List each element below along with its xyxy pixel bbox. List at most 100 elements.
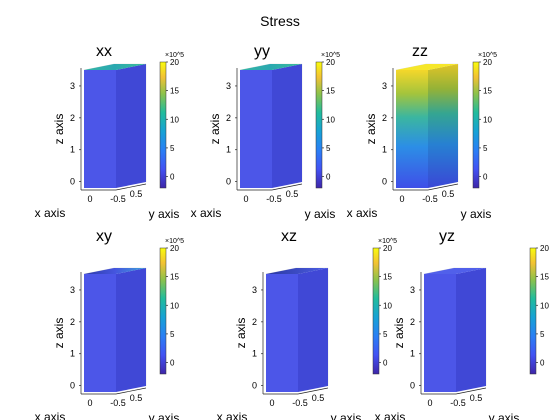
colorbar-tick-label: 0 [540, 359, 545, 368]
colorbar-tick-label: 15 [170, 273, 179, 282]
colorbar-tick-label: 20 [540, 244, 549, 253]
z-tick-label: 2 [252, 317, 257, 327]
y-tick-label: -0.5 [292, 398, 308, 408]
y-axis-line [427, 183, 459, 191]
y-tick-label: -0.5 [422, 194, 438, 204]
box-top-face [266, 268, 328, 274]
box-front-face [424, 274, 456, 392]
y-tick-label: 0.5 [312, 393, 325, 403]
z-tick-label: 3 [226, 81, 231, 91]
colorbar-tick-label: 10 [170, 301, 179, 310]
colorbar [372, 247, 380, 375]
box-top-face [84, 268, 146, 274]
z-tick-label: 2 [70, 317, 75, 327]
colorbar-tick-label: 15 [326, 87, 335, 96]
box-side-face [116, 64, 146, 188]
y-tick-label: -0.5 [450, 398, 466, 408]
z-axis-label: z axis [52, 318, 66, 349]
y-axis-label: y axis [331, 411, 362, 420]
colorbar [472, 61, 480, 189]
y-axis-label: y axis [149, 207, 180, 221]
box-side-face [116, 268, 146, 392]
colorbar-exponent: ×10^5 [478, 52, 497, 59]
colorbar-tick-label: 5 [326, 144, 331, 153]
colorbar [315, 61, 323, 189]
z-tick-label: 3 [382, 81, 387, 91]
colorbar-tick-label: 10 [326, 115, 335, 124]
y-tick-label: 0.5 [286, 189, 299, 199]
y-tick-label: -0.5 [110, 398, 126, 408]
z-tick-label: 2 [382, 113, 387, 123]
x-axis-label: x axis [35, 410, 66, 420]
subplot-title: zz [412, 43, 428, 60]
z-tick-label: 0 [252, 381, 257, 391]
subplot-yz: 0 1 2 3 z axis 0 -0.5 0.5 x axis y axis yz 0 5 10 15 20 [375, 228, 550, 420]
colorbar-tick-label: 0 [383, 359, 388, 368]
box-top-face [240, 64, 302, 70]
subplot-xx: 0 1 2 3 z axis 0 -0.5 0.5 x axis y axis xx 0 5 10 15 20… [35, 43, 185, 221]
z-tick-label: 3 [70, 81, 75, 91]
x-tick-label: 0 [399, 194, 404, 204]
box-top-face [396, 64, 458, 70]
y-tick-label: -0.5 [266, 194, 282, 204]
y-axis-line [115, 183, 147, 191]
colorbar-tick-label: 0 [326, 173, 331, 182]
z-tick-label: 0 [70, 177, 75, 187]
z-tick-label: 0 [410, 381, 415, 391]
y-axis-line [297, 387, 329, 395]
colorbar-tick-label: 10 [383, 301, 392, 310]
subplot-title: xz [281, 228, 297, 245]
box-front-face [396, 70, 428, 188]
x-tick-label: 0 [243, 194, 248, 204]
z-tick-label: 3 [252, 285, 257, 295]
box-side-face [272, 64, 302, 188]
colorbar-tick-label: 15 [383, 273, 392, 282]
box-front-face [84, 274, 116, 392]
subplot-title: yz [439, 228, 455, 245]
colorbar-tick-label: 20 [170, 244, 179, 253]
colorbar-tick-label: 0 [170, 173, 175, 182]
colorbar-tick-label: 20 [383, 244, 392, 253]
colorbar-exponent: ×10^5 [165, 238, 184, 245]
colorbar-tick-label: 20 [170, 58, 179, 67]
x-tick-label: 0 [87, 398, 92, 408]
subplot-title: yy [254, 43, 270, 60]
colorbar-tick-label: 5 [170, 330, 175, 339]
box-side-face [298, 268, 328, 392]
z-tick-label: 0 [226, 177, 231, 187]
box-top-face [424, 268, 486, 274]
z-tick-label: 2 [226, 113, 231, 123]
y-axis-label: y axis [149, 411, 180, 420]
colorbar-tick-label: 15 [483, 87, 492, 96]
colorbar [159, 61, 167, 189]
z-tick-label: 0 [70, 381, 75, 391]
y-tick-label: 0.5 [470, 393, 483, 403]
z-tick-label: 1 [410, 349, 415, 359]
colorbar-tick-label: 5 [383, 330, 388, 339]
box-side-face [456, 268, 486, 392]
subplot-xy: 0 1 2 3 z axis 0 -0.5 0.5 x axis y axis xy 0 5 10 15 20… [35, 228, 185, 420]
y-axis-label: y axis [305, 207, 336, 221]
colorbar-tick-label: 10 [483, 115, 492, 124]
z-tick-label: 0 [382, 177, 387, 187]
z-axis-label: z axis [392, 318, 406, 349]
box-front-face [240, 70, 272, 188]
z-tick-label: 1 [226, 145, 231, 155]
colorbar-tick-label: 15 [540, 273, 549, 282]
colorbar-tick-label: 10 [540, 301, 549, 310]
y-tick-label: 0.5 [130, 393, 143, 403]
z-axis-label: z axis [234, 318, 248, 349]
subplot-title: xx [96, 43, 112, 60]
y-axis-line [271, 183, 303, 191]
colorbar-exponent: ×10^5 [378, 238, 397, 245]
colorbar [159, 247, 167, 375]
z-axis-label: z axis [208, 114, 222, 145]
y-axis-label: y axis [489, 411, 520, 420]
x-axis-label: x axis [191, 206, 222, 220]
z-tick-label: 1 [70, 349, 75, 359]
y-axis-line [115, 387, 147, 395]
x-tick-label: 0 [87, 194, 92, 204]
z-axis-label: z axis [52, 114, 66, 145]
subplot-yy: 0 1 2 3 z axis 0 -0.5 0.5 x axis y axis yy 0 5 10 15 20… [191, 43, 341, 221]
